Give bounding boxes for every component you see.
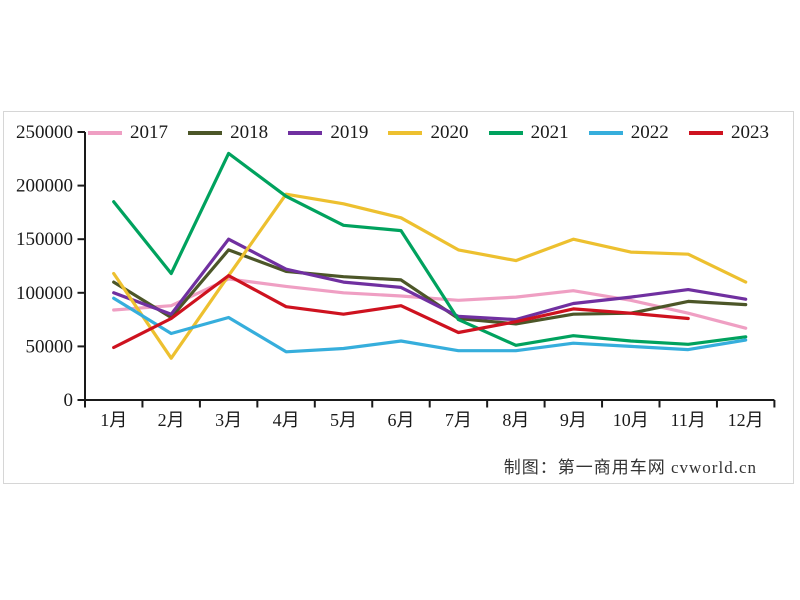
legend-item-2018: 2018 <box>188 123 268 143</box>
x-tick-label: 4月 <box>273 410 300 430</box>
x-tick-label: 10月 <box>613 410 649 430</box>
legend-item-2023: 2023 <box>688 122 769 143</box>
series-line-2022 <box>112 296 748 354</box>
legend-swatch-2020 <box>388 131 423 135</box>
legend-swatch-2018 <box>188 131 223 135</box>
series-line-2019 <box>112 237 748 322</box>
x-tick-label: 5月 <box>330 410 357 430</box>
legend-swatch-2017 <box>88 131 122 135</box>
y-tick-label: 150000 <box>16 229 73 250</box>
legend-swatch-2023 <box>688 131 723 135</box>
x-tick-label: 12月 <box>728 410 764 430</box>
legend-item-2022: 2022 <box>588 122 669 143</box>
x-tick-label: 3月 <box>215 410 242 430</box>
x-tick-label: 2月 <box>158 410 185 430</box>
chart-source-caption: 制图：第一商用车网 cvworld.cn <box>503 458 757 477</box>
legend-label: 2021 <box>530 122 569 143</box>
legend-label: 2017 <box>130 122 168 143</box>
series-line-2021 <box>112 151 748 347</box>
legend-swatch-2022 <box>588 131 623 135</box>
y-tick-label: 200000 <box>16 176 73 197</box>
legend-item-2017: 2017 <box>88 123 168 143</box>
legend-item-2021: 2021 <box>488 122 569 143</box>
series-line-2018 <box>112 248 748 326</box>
series-line-2023 <box>112 274 690 350</box>
x-tick-label: 7月 <box>445 410 472 430</box>
x-tick-label: 8月 <box>502 410 529 430</box>
y-tick-label: 0 <box>64 390 74 411</box>
chart-legend: 2017 2018 2019 2020 2021 2022 2023 <box>88 123 769 143</box>
x-tick-label: 1月 <box>100 410 127 430</box>
y-tick-label: 50000 <box>26 336 74 357</box>
line-chart: 0 50000 100000 150000 200000 250000 1月 2月 3月 4月 5月… <box>16 122 776 430</box>
axes <box>84 132 775 401</box>
legend-swatch-2021 <box>488 131 523 135</box>
legend-label: 2022 <box>630 122 669 143</box>
series-line-2020 <box>112 192 748 360</box>
y-tick-label: 250000 <box>16 122 73 143</box>
chart-panel: 2017 2018 2019 2020 2021 2022 2023 0 50000 10000… <box>3 111 794 484</box>
legend-label: 2023 <box>730 122 769 143</box>
x-tick-label: 9月 <box>560 410 587 430</box>
legend-item-2020: 2020 <box>388 123 468 143</box>
x-tick-label: 6月 <box>387 410 414 430</box>
legend-label: 2020 <box>430 122 469 143</box>
legend-item-2019: 2019 <box>288 123 368 143</box>
legend-swatch-2019 <box>288 131 323 135</box>
y-tick-label: 100000 <box>16 283 73 304</box>
x-tick-label: 11月 <box>671 410 706 430</box>
legend-label: 2018 <box>230 122 269 143</box>
legend-label: 2019 <box>330 122 369 143</box>
